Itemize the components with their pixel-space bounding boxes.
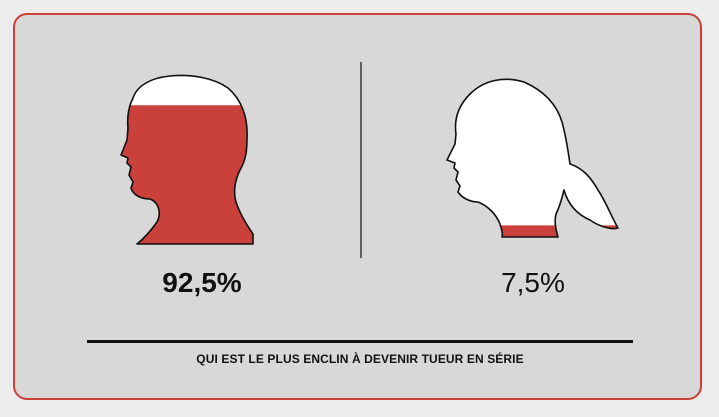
caption-rule: [87, 340, 633, 343]
female-fill-bar: [447, 225, 618, 237]
male-head-icon: [120, 74, 254, 245]
female-head-base: [447, 79, 618, 237]
female-head-outline: [446, 78, 619, 238]
chart-title: QUI EST LE PLUS ENCLIN À DEVENIR TUEUR E…: [196, 352, 524, 366]
female-head-icon: [446, 78, 619, 238]
male-head-outline: [120, 74, 254, 245]
female-percentage-label: 7,5%: [501, 267, 565, 298]
male-percentage-label: 92,5%: [162, 267, 242, 298]
